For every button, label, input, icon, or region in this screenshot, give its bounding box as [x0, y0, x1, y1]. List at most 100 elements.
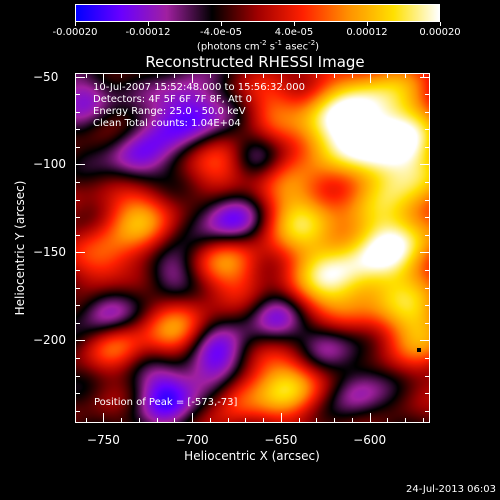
x-tick-label: −650 — [264, 433, 298, 447]
detectors-annotation: Detectors: 4F 5F 6F 7F 8F, Att 0 — [93, 94, 253, 105]
y-minor-tick — [425, 357, 430, 359]
y-minor-tick — [425, 146, 430, 148]
unit-part: (photons cm — [196, 41, 260, 53]
y-axis-title: Heliocentric Y (arcsec) — [13, 180, 27, 316]
y-major-tick — [75, 164, 85, 166]
y-minor-tick — [425, 129, 430, 131]
y-minor-tick — [75, 305, 80, 307]
x-minor-tick — [387, 418, 389, 423]
y-minor-tick — [75, 234, 80, 236]
x-minor-tick — [245, 73, 247, 78]
unit-part: s — [266, 41, 276, 53]
x-major-tick — [103, 73, 105, 83]
y-minor-tick — [425, 322, 430, 324]
x-minor-tick — [422, 73, 424, 78]
x-minor-tick — [405, 73, 407, 78]
y-minor-tick — [75, 199, 80, 201]
x-major-tick — [369, 413, 371, 423]
y-minor-tick — [75, 393, 80, 395]
y-minor-tick — [425, 410, 430, 412]
flux-map — [76, 74, 429, 422]
y-minor-tick — [425, 393, 430, 395]
colorbar-tick — [440, 22, 441, 26]
time-range-annotation: 10-Jul-2007 15:52:48.000 to 15:56:32.000 — [93, 82, 305, 93]
colorbar-unit-label: (photons cm-2 s-1 asec-2) — [197, 39, 319, 52]
x-major-tick — [103, 413, 105, 423]
y-major-tick — [420, 76, 430, 78]
y-minor-tick — [75, 94, 80, 96]
colorbar-tick-label: -0.00012 — [125, 27, 171, 38]
y-minor-tick — [75, 357, 80, 359]
y-minor-tick — [75, 269, 80, 271]
x-minor-tick — [245, 418, 247, 423]
colorbar-tick — [75, 22, 76, 26]
y-major-tick — [420, 252, 430, 254]
colorbar-tick — [294, 22, 295, 26]
y-minor-tick — [425, 199, 430, 201]
y-minor-tick — [425, 217, 430, 219]
x-minor-tick — [85, 418, 87, 423]
x-minor-tick — [209, 73, 211, 78]
y-tick-label: −100 — [33, 157, 66, 172]
x-minor-tick — [405, 418, 407, 423]
x-minor-tick — [298, 418, 300, 423]
y-major-tick — [420, 340, 430, 342]
x-major-tick — [369, 73, 371, 83]
timestamp: 24-Jul-2013 06:03 — [405, 484, 496, 495]
y-minor-tick — [425, 234, 430, 236]
x-minor-tick — [334, 418, 336, 423]
colorbar-tick-label: 4.0e-05 — [274, 27, 314, 38]
x-minor-tick — [156, 418, 158, 423]
reconstructed-image: 10-Jul-2007 15:52:48.000 to 15:56:32.000… — [75, 73, 430, 423]
y-minor-tick — [75, 217, 80, 219]
x-minor-tick — [263, 73, 265, 78]
y-minor-tick — [75, 322, 80, 324]
energy-range-annotation: Energy Range: 25.0 - 50.0 keV — [93, 106, 246, 117]
x-tick-label: −750 — [86, 433, 120, 447]
x-minor-tick — [138, 73, 140, 78]
x-minor-tick — [351, 418, 353, 423]
clean-counts-annotation: Clean Total counts: 1.04E+04 — [93, 118, 241, 129]
colorbar-tick — [221, 22, 222, 26]
peak-position-annotation: Position of Peak = [-573,-73] — [94, 397, 238, 408]
colorbar-tick — [148, 22, 149, 26]
y-tick-label: −200 — [33, 333, 66, 348]
unit-part: -2 — [259, 39, 267, 47]
x-minor-tick — [121, 418, 123, 423]
x-minor-tick — [156, 73, 158, 78]
x-minor-tick — [227, 73, 229, 78]
x-axis-title: Heliocentric X (arcsec) — [184, 449, 320, 463]
colorbar-tick-label: 0.00020 — [419, 27, 461, 38]
unit-part: -2 — [308, 39, 316, 47]
y-major-tick — [75, 76, 85, 78]
x-minor-tick — [334, 73, 336, 78]
unit-part: asec — [282, 41, 309, 53]
y-minor-tick — [425, 375, 430, 377]
colorbar-tick-label: 0.00012 — [346, 27, 388, 38]
unit-part: -1 — [275, 39, 283, 47]
x-minor-tick — [316, 73, 318, 78]
plot-title: Reconstructed RHESSI Image — [145, 53, 365, 71]
y-minor-tick — [425, 94, 430, 96]
y-minor-tick — [425, 305, 430, 307]
x-minor-tick — [85, 73, 87, 78]
x-minor-tick — [387, 73, 389, 78]
y-minor-tick — [425, 269, 430, 271]
x-minor-tick — [174, 73, 176, 78]
x-minor-tick — [263, 418, 265, 423]
y-minor-tick — [75, 146, 80, 148]
x-major-tick — [192, 73, 194, 83]
x-minor-tick — [121, 73, 123, 78]
colorbar-tick — [367, 22, 368, 26]
y-major-tick — [75, 340, 85, 342]
unit-part: ) — [315, 41, 320, 53]
colorbar — [75, 4, 440, 22]
y-minor-tick — [425, 182, 430, 184]
y-minor-tick — [75, 111, 80, 113]
y-minor-tick — [425, 287, 430, 289]
y-tick-label: −150 — [33, 245, 66, 260]
y-major-tick — [75, 252, 85, 254]
x-major-tick — [280, 413, 282, 423]
y-minor-tick — [75, 410, 80, 412]
